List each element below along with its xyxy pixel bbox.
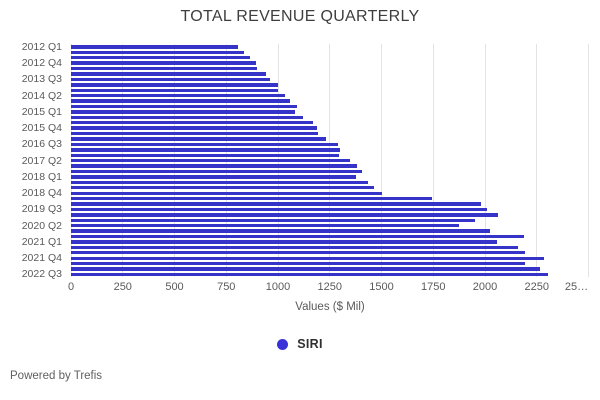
x-tick-label: 1250: [317, 281, 342, 293]
y-tick-label: 2022 Q3: [21, 268, 62, 281]
bar-2015-q1: [71, 110, 295, 114]
y-tick-label: 2014 Q2: [21, 89, 62, 102]
y-tick-label: 2021 Q1: [21, 235, 62, 248]
y-tick-label: 2013 Q3: [21, 73, 62, 86]
bar-2012-q1: [71, 45, 238, 49]
x-tick-label: 2000: [472, 281, 498, 293]
bar-2020-q3: [71, 229, 491, 233]
bar-2018-q1: [71, 175, 356, 179]
x-tick-label: 500: [165, 281, 184, 293]
powered-by-trefis: Powered by Trefis: [10, 370, 103, 382]
bar-2021-q1: [71, 240, 497, 244]
x-axis-labels: 0 250 500 750 1000 1250 1500 1750 2000 2250 25…: [0, 281, 600, 295]
legend-label: SIRI: [297, 337, 323, 351]
plot-area: [70, 44, 589, 277]
bar-2013-q3: [71, 77, 271, 82]
x-tick-label: 1000: [265, 281, 291, 293]
chart-title: TOTAL REVENUE QUARTERLY: [180, 8, 420, 25]
x-tick-label: 1750: [421, 281, 446, 293]
bar-2014-q2: [71, 93, 286, 98]
y-tick-label: 2018 Q4: [21, 187, 62, 200]
y-tick-label: 2015 Q4: [21, 122, 62, 135]
x-tick-label: 250: [113, 281, 132, 293]
gridline: [536, 44, 538, 277]
bar-2013-q1: [71, 66, 257, 71]
bar-2021-q2: [71, 245, 519, 250]
gridline: [432, 44, 434, 277]
y-tick-label: 2012 Q1: [21, 40, 62, 53]
bar-2020-q4: [71, 234, 525, 239]
bar-2019-q1: [71, 196, 432, 201]
bar-2021-q3: [71, 251, 526, 255]
bar-2016-q1: [71, 131, 319, 136]
x-tick-label: 25…: [564, 281, 589, 293]
bar-2022-q1: [71, 261, 525, 266]
y-tick-label: 2018 Q1: [21, 170, 62, 183]
bar-2015-q3: [71, 121, 313, 125]
gridline: [381, 44, 382, 277]
y-tick-label: 2021 Q4: [21, 252, 62, 265]
bar-2017-q1: [71, 153, 339, 157]
bar-2019-q2: [71, 202, 481, 206]
bar-2013-q4: [71, 83, 278, 87]
bar-2016-q2: [71, 137, 327, 141]
bar-2014-q1: [71, 88, 278, 92]
x-tick-label: 2250: [524, 281, 549, 293]
bar-2021-q4: [71, 256, 544, 260]
legend-item-siri[interactable]: SIRI: [0, 336, 600, 352]
bar-2017-q2: [71, 158, 351, 163]
bar-2015-q4: [71, 126, 318, 130]
bar-2019-q3: [71, 207, 488, 212]
bar-2016-q4: [71, 148, 340, 152]
bar-2018-q4: [71, 191, 382, 195]
bar-2018-q2: [71, 180, 368, 185]
y-tick-label: 2020 Q2: [21, 219, 62, 232]
gridline: [484, 44, 486, 277]
bar-2020-q1: [71, 218, 476, 222]
x-tick-label: 0: [67, 281, 75, 293]
legend-marker-icon: [277, 338, 289, 350]
bar-2019-q4: [71, 213, 498, 217]
bar-2015-q2: [71, 115, 304, 120]
x-tick-label: 1500: [369, 281, 394, 293]
bar-2014-q3: [71, 99, 290, 103]
y-axis-labels: 2012 Q1 2012 Q4 2013 Q3 2014 Q2 2015 Q1 2015 …: [0, 40, 62, 281]
bar-2022-q3: [71, 272, 549, 277]
bar-2016-q3: [71, 142, 338, 147]
y-tick-label: 2019 Q3: [21, 203, 62, 216]
bar-2018-q3: [71, 186, 375, 190]
bar-2012-q4: [71, 61, 256, 65]
x-tick-label: 750: [217, 281, 236, 293]
y-tick-label: 2015 Q1: [21, 105, 62, 118]
x-axis-title: Values ($ Mil): [295, 301, 365, 313]
y-tick-label: 2016 Q3: [21, 138, 62, 151]
bar-2020-q2: [71, 224, 460, 228]
bar-2014-q4: [71, 104, 298, 109]
bar-2017-q4: [71, 169, 363, 174]
y-tick-label: 2012 Q4: [21, 57, 62, 70]
y-tick-label: 2017 Q2: [21, 154, 62, 167]
bar-2012-q3: [71, 56, 251, 60]
bar-2012-q2: [71, 50, 245, 54]
bar-2017-q3: [71, 164, 357, 168]
bar-2013-q2: [71, 72, 266, 76]
gridline: [588, 44, 589, 277]
bar-2022-q2: [71, 267, 540, 271]
